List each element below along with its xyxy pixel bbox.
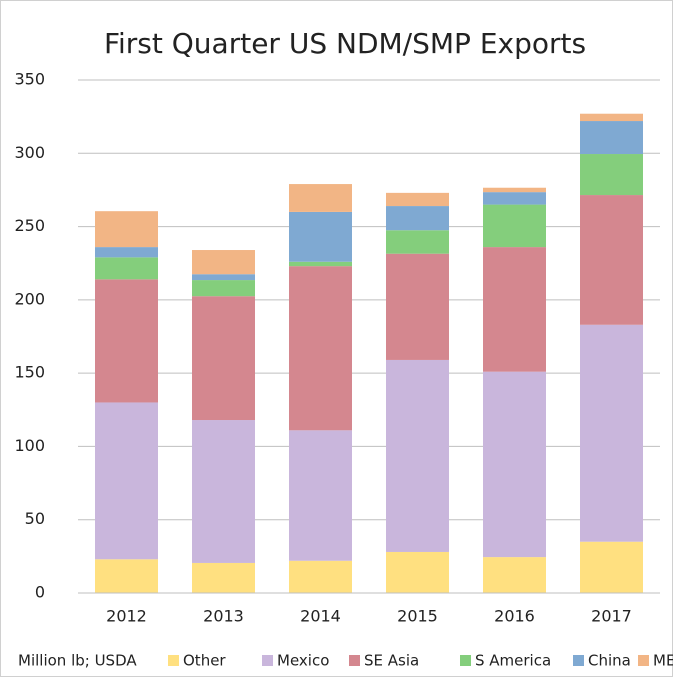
bar-segment <box>289 430 352 561</box>
bar-segment <box>192 420 255 563</box>
legend-swatch <box>262 655 273 666</box>
bar-segment <box>386 192 449 207</box>
x-tick-label: 2015 <box>397 607 438 626</box>
bar-segment <box>95 257 158 280</box>
bar-segment <box>192 274 255 281</box>
legend-label: China <box>588 652 631 670</box>
bar-segment <box>95 247 158 258</box>
bar-segment <box>192 296 255 421</box>
bar-segment <box>95 211 158 248</box>
bar-segment <box>483 204 546 248</box>
y-tick-label: 250 <box>14 216 45 235</box>
bar-segment <box>95 402 158 560</box>
chart-title: First Quarter US NDM/SMP Exports <box>104 27 586 60</box>
bar-segment <box>483 557 546 593</box>
bar-segment <box>580 113 643 122</box>
y-tick-label: 350 <box>14 70 45 89</box>
bar-segment <box>483 192 546 205</box>
source-note: Million lb; USDA <box>18 652 137 670</box>
x-tick-label: 2016 <box>494 607 535 626</box>
bar-segment <box>192 280 255 297</box>
legend-label: MENA <box>653 652 673 670</box>
bar-segment <box>386 551 449 593</box>
legend-swatch <box>638 655 649 666</box>
bar-segment <box>289 560 352 593</box>
x-tick-label: 2013 <box>203 607 244 626</box>
bar-segment <box>580 541 643 593</box>
y-tick-label: 50 <box>25 509 45 528</box>
bar-segment <box>289 184 352 212</box>
bar-segment <box>386 359 449 552</box>
x-tick-label: 2017 <box>591 607 632 626</box>
legend-label: S America <box>475 652 551 670</box>
bar-segment <box>95 559 158 593</box>
y-tick-label: 150 <box>14 363 45 382</box>
bar-segment <box>580 121 643 155</box>
y-tick-label: 200 <box>14 289 45 308</box>
x-tick-label: 2014 <box>300 607 341 626</box>
legend-swatch <box>168 655 179 666</box>
legend-label: Other <box>183 652 226 670</box>
bar-segment <box>95 279 158 403</box>
bar-segment <box>289 211 352 262</box>
legend-swatch <box>349 655 360 666</box>
bar-segment <box>580 324 643 542</box>
bar-segment <box>289 266 352 431</box>
bar-segment <box>386 230 449 254</box>
bar-segment <box>580 154 643 196</box>
bar-segment <box>580 195 643 325</box>
bar-segment <box>483 187 546 193</box>
bar-segment <box>192 250 255 275</box>
x-tick-label: 2012 <box>106 607 147 626</box>
bar-segment <box>289 261 352 267</box>
legend-label: SE Asia <box>364 652 419 670</box>
y-tick-label: 0 <box>35 583 45 602</box>
y-tick-label: 300 <box>14 143 45 162</box>
bar-segment <box>192 562 255 593</box>
bar-segment <box>483 247 546 372</box>
bar-segment <box>386 253 449 360</box>
bar-segment <box>386 206 449 231</box>
legend-swatch <box>573 655 584 666</box>
legend-label: Mexico <box>277 652 329 670</box>
y-tick-label: 100 <box>14 436 45 455</box>
bar-segment <box>483 371 546 558</box>
legend-swatch <box>460 655 471 666</box>
